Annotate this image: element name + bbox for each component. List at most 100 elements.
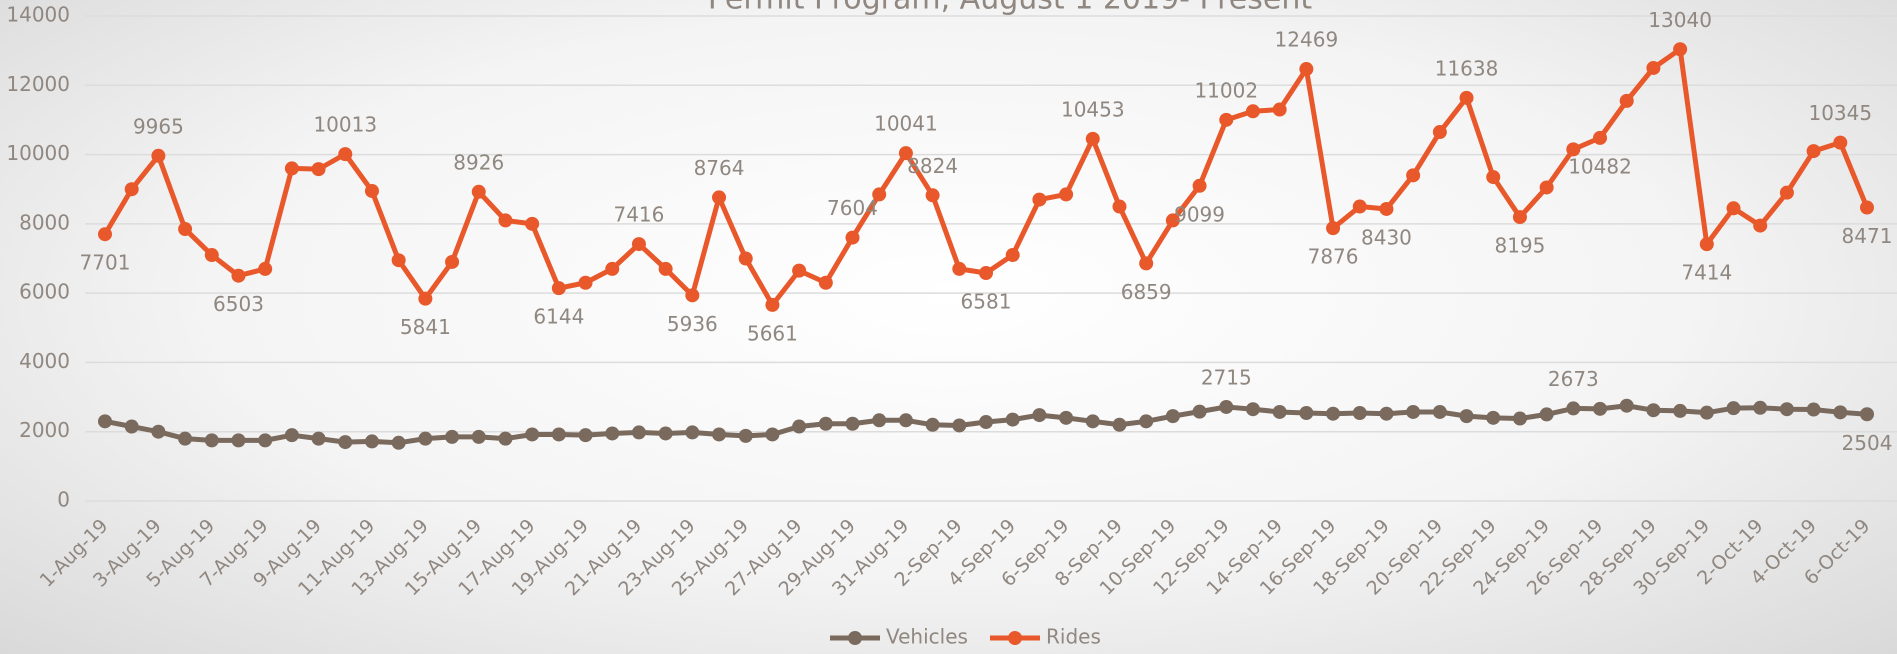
data-point <box>1272 404 1287 419</box>
data-point <box>1192 404 1207 419</box>
data-point <box>1779 402 1794 417</box>
data-point <box>792 419 807 434</box>
data-label: 6859 <box>1121 280 1172 304</box>
data-point <box>231 268 246 283</box>
data-point <box>1219 399 1234 414</box>
data-point <box>578 275 593 290</box>
data-point <box>551 427 566 442</box>
data-point <box>1085 131 1100 146</box>
data-point <box>284 161 299 176</box>
data-label: 6503 <box>213 292 264 316</box>
data-label: 9965 <box>133 114 184 138</box>
data-label: 10453 <box>1061 97 1125 121</box>
data-point <box>391 253 406 268</box>
data-point <box>364 183 379 198</box>
data-label: 10041 <box>874 112 938 136</box>
data-point <box>1005 248 1020 263</box>
data-label: 8764 <box>694 156 745 180</box>
data-point <box>658 426 673 441</box>
data-point <box>605 426 620 441</box>
data-point <box>1860 200 1874 215</box>
data-point <box>204 433 219 448</box>
data-point <box>418 291 433 306</box>
data-point <box>1619 93 1634 108</box>
data-point <box>1566 142 1581 157</box>
data-point <box>1165 409 1180 424</box>
data-point <box>525 216 540 231</box>
data-point <box>364 434 379 449</box>
data-label: 8926 <box>453 150 504 174</box>
data-label: 5841 <box>400 315 451 339</box>
data-point <box>311 431 326 446</box>
data-point <box>979 266 993 281</box>
data-label: 10345 <box>1808 101 1872 125</box>
data-point <box>1406 168 1421 183</box>
data-point <box>792 263 807 278</box>
data-point <box>124 182 139 197</box>
data-point <box>1860 407 1874 422</box>
data-point <box>1753 400 1768 415</box>
data-point <box>605 261 620 276</box>
data-point <box>925 417 940 432</box>
data-point <box>1806 144 1821 159</box>
data-label: 9099 <box>1174 202 1225 226</box>
data-point <box>445 429 460 444</box>
data-point <box>1299 62 1314 77</box>
data-point <box>1032 408 1047 423</box>
data-point <box>1459 409 1474 424</box>
data-point <box>872 413 887 428</box>
data-point <box>1165 213 1180 228</box>
data-point <box>1806 402 1821 417</box>
data-point <box>631 237 646 252</box>
data-point <box>1646 403 1661 418</box>
chart-title: Permit Program, August 1 2019- Present <box>708 0 1312 17</box>
data-point <box>284 428 299 443</box>
y-tick-label: 8000 <box>19 210 70 234</box>
data-point <box>845 230 860 245</box>
data-point <box>685 425 700 440</box>
data-point <box>872 187 887 202</box>
data-point <box>1673 403 1688 418</box>
data-point <box>498 213 513 228</box>
data-point <box>1673 42 1688 57</box>
data-point <box>551 281 566 296</box>
data-point <box>1432 404 1447 419</box>
data-point <box>685 288 700 303</box>
data-point <box>1646 60 1661 75</box>
data-point <box>1593 130 1608 145</box>
data-point <box>1379 406 1394 421</box>
data-point <box>738 428 753 443</box>
data-point <box>1112 199 1127 214</box>
data-label: 2673 <box>1548 367 1599 391</box>
data-point <box>898 413 913 428</box>
data-point <box>979 415 993 430</box>
y-tick-label: 0 <box>57 488 70 512</box>
data-point <box>1699 405 1714 420</box>
data-point <box>1432 125 1447 140</box>
data-point <box>1779 185 1794 200</box>
data-point <box>1566 401 1581 416</box>
data-point <box>471 184 486 199</box>
data-point <box>1539 180 1554 195</box>
data-label: 6581 <box>961 290 1012 314</box>
legend-label: Vehicles <box>886 625 968 649</box>
data-point <box>311 162 326 177</box>
data-label: 13040 <box>1648 8 1712 32</box>
data-point <box>818 416 833 431</box>
data-point <box>98 227 112 242</box>
data-point <box>1299 406 1314 421</box>
data-point <box>845 416 860 431</box>
data-label: 5936 <box>667 312 718 336</box>
data-label: 7604 <box>827 196 878 220</box>
data-point <box>471 429 486 444</box>
y-tick-label: 4000 <box>19 349 70 373</box>
data-point <box>1619 398 1634 413</box>
data-point <box>1459 90 1474 105</box>
data-label: 7414 <box>1681 261 1732 285</box>
data-point <box>738 251 753 266</box>
data-point <box>1406 404 1421 419</box>
data-point <box>1059 187 1074 202</box>
data-label: 10013 <box>313 113 377 137</box>
y-tick-label: 6000 <box>19 280 70 304</box>
data-point <box>1352 406 1367 421</box>
